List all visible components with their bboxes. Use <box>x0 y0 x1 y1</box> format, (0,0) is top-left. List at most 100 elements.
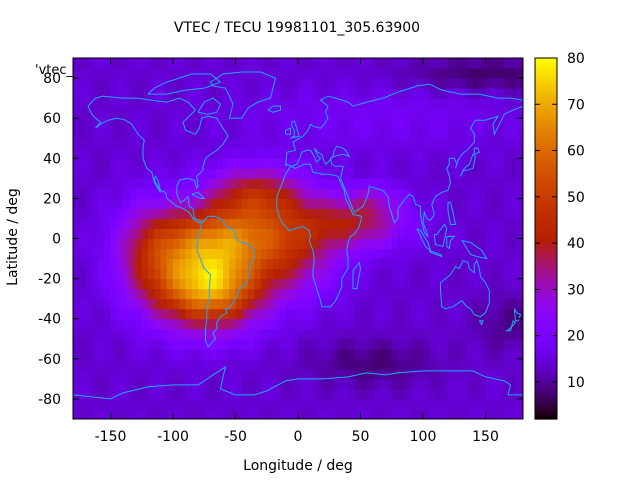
heatmap-cell <box>323 88 330 99</box>
heatmap-cell <box>273 378 280 390</box>
heatmap-cell <box>185 398 193 410</box>
heatmap-cell <box>354 138 361 149</box>
heatmap-cell <box>116 238 124 250</box>
heatmap-cell <box>516 238 524 250</box>
heatmap-cell <box>379 88 386 99</box>
heatmap-cell <box>316 248 324 260</box>
heatmap-cell <box>416 378 424 390</box>
heatmap-cell <box>154 118 161 129</box>
heatmap-cell <box>373 308 380 320</box>
heatmap-cell <box>173 218 180 229</box>
heatmap-cell <box>79 118 86 129</box>
colorbar-segment <box>535 92 557 95</box>
heatmap-cell <box>491 278 499 290</box>
heatmap-cell <box>410 118 418 129</box>
heatmap-cell <box>504 148 511 159</box>
heatmap-cell <box>85 408 93 420</box>
heatmap-cell <box>441 378 449 390</box>
colorbar-segment <box>535 382 557 386</box>
heatmap-cell <box>185 88 193 99</box>
colorbar-segment <box>535 410 557 414</box>
heatmap-cell <box>423 188 430 199</box>
heatmap-cell <box>104 228 111 239</box>
heatmap-cell <box>310 238 318 250</box>
heatmap-cell <box>316 268 324 280</box>
heatmap-cell <box>210 148 218 159</box>
heatmap-cell <box>279 58 286 69</box>
heatmap-cell <box>79 98 86 109</box>
heatmap-cell <box>291 88 299 99</box>
heatmap-cell <box>316 118 324 129</box>
heatmap-cell <box>460 348 468 360</box>
colorbar-segment <box>535 194 557 197</box>
colorbar-tick-label: 10 <box>567 375 585 391</box>
heatmap-cell <box>148 178 155 189</box>
heatmap-cell <box>341 398 349 410</box>
heatmap-cell <box>79 258 86 270</box>
heatmap-cell <box>191 408 199 420</box>
heatmap-cell <box>435 108 443 119</box>
heatmap-cell <box>398 408 405 420</box>
heatmap-cell <box>104 158 111 169</box>
heatmap-cell <box>173 108 180 119</box>
heatmap-cell <box>310 218 318 229</box>
heatmap-cell <box>473 298 480 310</box>
heatmap-cell <box>379 318 386 330</box>
heatmap-cell <box>441 318 449 330</box>
heatmap-cell <box>385 68 393 79</box>
heatmap-cell <box>348 78 355 89</box>
heatmap-cell <box>298 78 305 89</box>
heatmap-cell <box>310 138 318 149</box>
heatmap-cell <box>298 138 305 149</box>
heatmap-cell <box>373 278 380 290</box>
heatmap-cell <box>441 268 449 280</box>
heatmap-cell <box>460 188 468 199</box>
heatmap-cell <box>185 388 193 400</box>
heatmap-cell <box>404 118 411 129</box>
heatmap-cell <box>298 228 305 239</box>
heatmap-cell <box>129 338 136 350</box>
heatmap-cell <box>360 268 368 280</box>
heatmap-cell <box>341 348 349 360</box>
heatmap-cell <box>410 238 418 250</box>
heatmap-cell <box>241 308 249 320</box>
heatmap-cell <box>154 168 161 179</box>
heatmap-cell <box>98 228 105 239</box>
heatmap-cell <box>123 208 130 219</box>
colorbar-segment <box>535 392 557 396</box>
heatmap-cell <box>441 208 449 219</box>
heatmap-cell <box>391 118 399 129</box>
heatmap-cell <box>285 238 293 250</box>
heatmap-cell <box>241 228 249 239</box>
heatmap-cell <box>410 198 418 209</box>
heatmap-cell <box>423 408 430 420</box>
heatmap-cell <box>479 68 486 79</box>
colorbar-segment <box>535 368 557 372</box>
heatmap-cell <box>479 88 486 99</box>
heatmap-cell <box>335 258 343 270</box>
heatmap-cell <box>104 88 111 99</box>
heatmap-cell <box>166 198 174 209</box>
heatmap-cell <box>123 88 130 99</box>
heatmap-cell <box>229 158 236 169</box>
heatmap-cell <box>91 268 99 280</box>
heatmap-cell <box>341 248 349 260</box>
heatmap-cell <box>235 178 243 189</box>
heatmap-cell <box>216 168 224 179</box>
heatmap-cell <box>429 158 436 169</box>
heatmap-cell <box>116 268 124 280</box>
heatmap-cell <box>435 228 443 239</box>
heatmap-cell <box>235 168 243 179</box>
heatmap-cell <box>160 308 168 320</box>
heatmap-cell <box>154 158 161 169</box>
heatmap-cell <box>448 128 455 139</box>
heatmap-cell <box>129 228 136 239</box>
heatmap-cell <box>160 158 168 169</box>
heatmap-cell <box>516 288 524 300</box>
heatmap-cell <box>210 388 218 400</box>
heatmap-cell <box>335 248 343 260</box>
heatmap-cell <box>204 318 211 330</box>
heatmap-cell <box>198 108 205 119</box>
heatmap-cell <box>291 218 299 229</box>
colorbar-segment <box>535 402 557 406</box>
